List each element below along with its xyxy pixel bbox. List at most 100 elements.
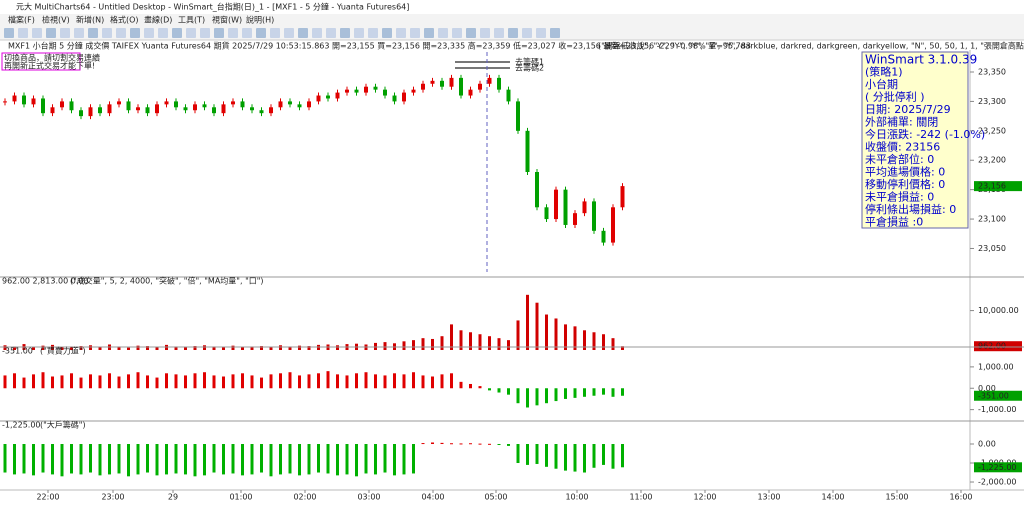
toolbar-button (340, 28, 350, 38)
bar (98, 444, 102, 476)
time-label: 15:00 (885, 493, 908, 502)
candle-body (202, 104, 207, 108)
toolbar-button (172, 28, 182, 38)
bar (573, 326, 577, 350)
bar (383, 444, 387, 473)
y-tick-label: -2,000.00 (978, 478, 1017, 487)
toolbar-button (480, 28, 490, 38)
candle-body (316, 95, 321, 102)
bar (98, 346, 102, 350)
candle-body (88, 107, 93, 117)
bar (174, 346, 178, 350)
y-tick-label: -1,000.00 (978, 405, 1017, 414)
candle-body (117, 101, 121, 105)
bar (554, 388, 558, 402)
candle-body (525, 130, 530, 172)
bar (117, 444, 121, 474)
bar (98, 375, 102, 389)
bar (41, 444, 45, 473)
bar (383, 375, 387, 389)
bar (564, 444, 567, 471)
candle-body (535, 172, 539, 208)
toolbar-button (270, 28, 280, 38)
bar (459, 443, 463, 445)
info-line: 平倉損益 :0 (865, 215, 923, 229)
toolbar-button (396, 28, 406, 38)
bar (535, 444, 539, 464)
candle-body (297, 104, 302, 108)
bar (146, 346, 149, 350)
bar (583, 444, 586, 473)
bar (469, 443, 472, 445)
bar (602, 388, 605, 395)
bar (450, 324, 453, 350)
toolbar-button (32, 28, 42, 38)
bar (450, 443, 453, 445)
bar (222, 346, 225, 350)
bar (203, 345, 206, 350)
toolbar-button (438, 28, 448, 38)
bar (317, 373, 320, 389)
marker-label: 去籌碼2 (515, 63, 544, 73)
bar (193, 373, 197, 389)
bar (307, 444, 311, 475)
info-line: 未平倉部位: 0 (865, 152, 934, 166)
toolbar-button (102, 28, 112, 38)
bar (184, 347, 187, 350)
y-tick-label: 23,300 (978, 97, 1006, 106)
toolbar-button (494, 28, 504, 38)
toolbar-button (60, 28, 70, 38)
candle-body (383, 89, 387, 96)
bar (611, 444, 615, 469)
menu-item: 檔案(F) (8, 15, 35, 25)
time-label: 03:00 (357, 493, 380, 502)
bar (155, 444, 159, 476)
menu-item: 檢視(V) (42, 15, 70, 25)
bar (3, 345, 7, 350)
bar (583, 388, 586, 397)
bar (41, 345, 45, 350)
last-value-box (974, 341, 1022, 352)
window-title: 元大 MultiCharts64 - Untitled Desktop - Wi… (16, 2, 409, 12)
bar (212, 444, 216, 473)
toolbar-button (186, 28, 196, 38)
bar (13, 373, 16, 389)
menu-item: 說明(H) (246, 15, 274, 25)
time-label: 05:00 (484, 493, 507, 502)
bar (469, 332, 472, 350)
bar (592, 332, 596, 350)
candle-body (544, 207, 549, 220)
bar (516, 320, 520, 350)
last-value-box (974, 462, 1022, 473)
bar (298, 444, 301, 476)
time-label: 11:00 (629, 493, 652, 502)
bar (459, 330, 463, 350)
bar (507, 388, 510, 395)
bar (526, 294, 529, 350)
time-label: 23:00 (101, 493, 124, 502)
last-value-label: -351.00 (978, 391, 1009, 400)
bar (345, 444, 349, 475)
bar (307, 346, 311, 350)
candle-body (516, 101, 520, 131)
panel-params: ("大戶籌碼") (40, 420, 86, 430)
bar (146, 444, 149, 473)
bar (355, 373, 358, 389)
toolbar-button (382, 28, 392, 38)
candle-body (345, 89, 349, 93)
toolbar-button (368, 28, 378, 38)
info-box (861, 51, 969, 229)
toolbar-button (130, 28, 140, 38)
toolbar-button (88, 28, 98, 38)
bar (165, 444, 168, 475)
time-label: 16:00 (949, 493, 972, 502)
bar (193, 346, 197, 350)
candle-body (31, 98, 36, 105)
time-label: 29 (168, 493, 178, 502)
bar (402, 374, 406, 389)
bar (222, 376, 225, 389)
candle-body (136, 107, 140, 111)
bar (602, 334, 605, 350)
bar (298, 345, 301, 350)
